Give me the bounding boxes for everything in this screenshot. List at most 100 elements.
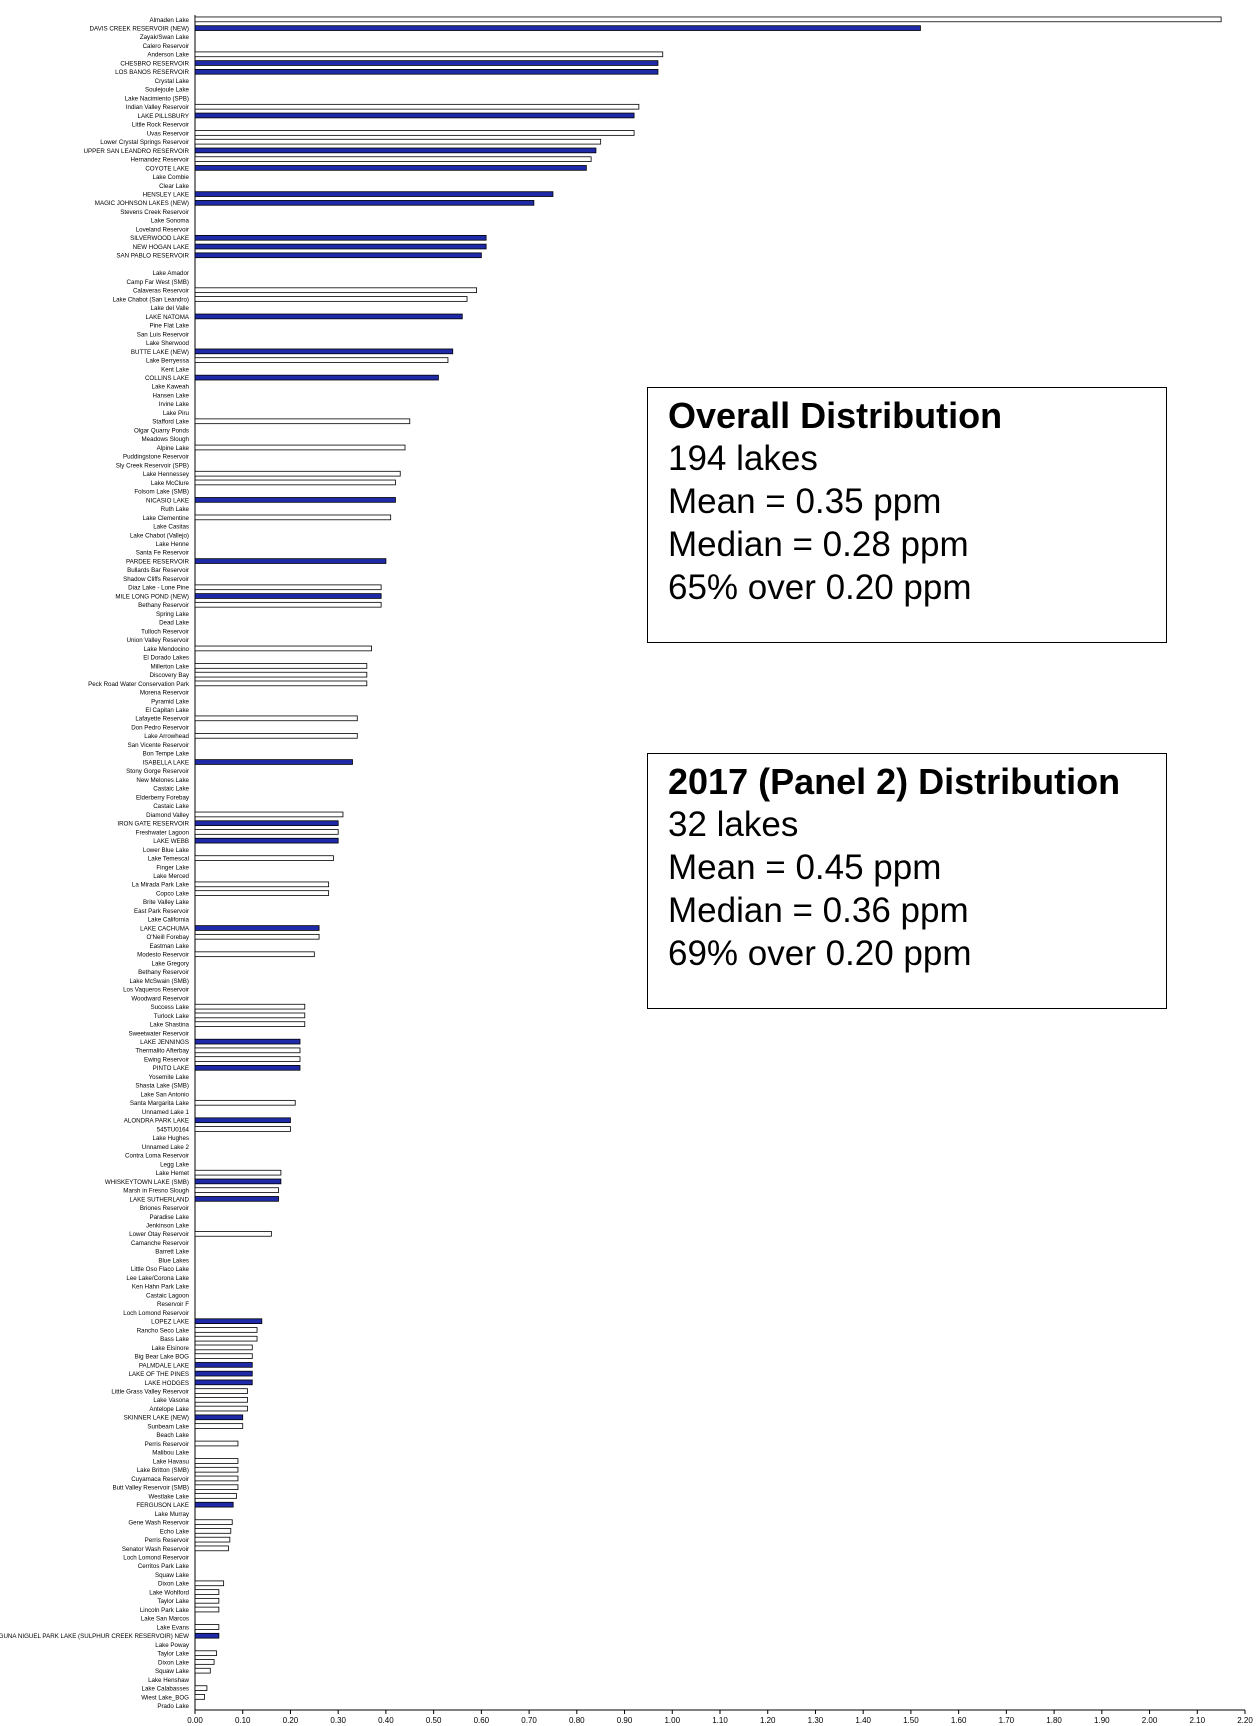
lake-bar [194, 287, 477, 294]
lake-label: Bethany Reservoir [138, 602, 189, 609]
x-tick-label: 1.30 [808, 1716, 824, 1725]
lake-label: Lake Poway [155, 1642, 190, 1649]
lake-label: Lake Amador [153, 270, 189, 277]
lake-label: Alpine Lake [157, 445, 190, 452]
lake-label: LAKE WEBB [153, 838, 189, 845]
lake-bar [194, 1493, 237, 1499]
lake-bar [194, 1545, 229, 1552]
x-tick-label: 0.00 [187, 1716, 203, 1725]
lake-label: East Park Reservoir [134, 908, 189, 915]
lake-label: LAKE HODGES [145, 1380, 189, 1387]
lake-bar [194, 1528, 232, 1534]
lake-bar [194, 855, 334, 861]
lake-label: El Dorado Lakes [143, 655, 189, 662]
lake-label: Echo Lake [160, 1528, 190, 1535]
lake-label: Lower Crystal Springs Reservoir [100, 139, 189, 146]
lake-bar [194, 1021, 306, 1027]
lake-label: Clear Lake [159, 183, 189, 190]
lake-label: Union Valley Reservoir [127, 637, 189, 644]
lake-label: Rancho Seco Lake [137, 1327, 190, 1334]
lake-label: SAN PABLO RESERVOIR [116, 253, 189, 260]
lake-label: IRON GATE RESERVOIR [117, 821, 189, 828]
lake-label: HENSLEY LAKE [143, 192, 189, 199]
lake-label: Squaw Lake [155, 1572, 190, 1579]
lake-label: Lake Arrowhead [144, 733, 189, 740]
lake-bar [194, 1667, 211, 1674]
lake-label: Sweetwater Reservoir [128, 1030, 189, 1037]
lake-label: Legg Lake [160, 1161, 189, 1168]
lake-bar [194, 1423, 244, 1429]
lake-label: O'Neill Forebay [147, 934, 190, 941]
lake-label: Stony Gorge Reservoir [126, 768, 189, 775]
lake-label: LAKE PILLSBURY [138, 113, 189, 120]
lake-label: Turlock Lake [154, 1013, 190, 1020]
lake-label: LAKE OF THE PINES [129, 1371, 189, 1378]
lake-label: Lake Mendocino [144, 646, 190, 653]
panel2-lake-bar [194, 112, 635, 119]
overall-distribution-box: Overall Distribution 194 lakes Mean = 0.… [647, 387, 1167, 643]
lake-label: Senator Wash Reservoir [122, 1546, 189, 1553]
lake-label: Spring Lake [156, 611, 190, 618]
lake-label: San Luis Reservoir [137, 331, 189, 338]
lake-label: Bon Tempe Lake [143, 751, 190, 758]
lake-label: Lake Elsinore [152, 1345, 190, 1352]
panel2-distribution-box: 2017 (Panel 2) Distribution 32 lakes Mea… [647, 753, 1167, 1009]
lake-label: Lake Hemet [156, 1170, 190, 1177]
lake-label: FERGUSON LAKE [136, 1502, 189, 1509]
lake-label: LOS BANOS RESERVOIR [115, 69, 189, 76]
lake-bar [194, 733, 358, 739]
panel2-lake-bar [194, 1370, 253, 1377]
lake-label: Camanche Reservoir [131, 1240, 189, 1247]
panel2-lake-bar [194, 313, 463, 320]
lake-bar [194, 1335, 258, 1342]
x-tick-label: 1.90 [1094, 1716, 1110, 1725]
panel2-lake-bar [194, 147, 597, 154]
lake-bar [194, 584, 382, 591]
lake-label: 545TU0164 [157, 1126, 190, 1133]
lake-label: Cerritos Park Lake [138, 1563, 190, 1570]
lake-bar [194, 881, 330, 888]
lake-bar [194, 1606, 220, 1613]
lake-label: Brite Valley Lake [143, 899, 190, 906]
lake-bar [194, 645, 372, 652]
lake-label: Lake Britton (SMB) [137, 1467, 189, 1474]
lake-label: Big Bear Lake BOG [135, 1354, 190, 1361]
lake-label: Los Vaqueros Reservoir [123, 987, 189, 994]
lake-bar [194, 514, 392, 521]
lake-label: Lake Hennessey [143, 471, 190, 478]
x-tick-label: 0.60 [474, 1716, 490, 1725]
panel2-lake-bar [194, 1379, 253, 1386]
x-tick-label: 1.20 [760, 1716, 776, 1725]
x-tick-label: 1.00 [664, 1716, 680, 1725]
lake-label: Lake San Marcos [141, 1616, 189, 1623]
lake-label: Lake Combie [153, 174, 190, 181]
lake-label: Little Rock Reservoir [132, 122, 189, 129]
lake-bar [194, 663, 368, 669]
lake-label: BUTTE LAKE (NEW) [131, 349, 189, 356]
lake-bar [194, 16, 1222, 23]
lake-label: Hernandez Reservoir [131, 157, 189, 164]
lake-label: Lake Sherwood [146, 340, 190, 347]
lake-label: Unnamed Lake 2 [142, 1144, 190, 1151]
lake-label: Modesto Reservoir [137, 952, 189, 959]
lake-label: Irvine Lake [159, 401, 190, 408]
x-tick-label: 0.50 [426, 1716, 442, 1725]
panel2-lake-bar [194, 191, 554, 197]
lake-bar [194, 1519, 233, 1525]
lake-bar [194, 1231, 272, 1237]
panel2-lake-bar [194, 68, 659, 75]
lake-bar [194, 1047, 301, 1054]
lake-bar [194, 1484, 239, 1491]
lake-bar [194, 357, 449, 363]
x-tick-label: 1.80 [1046, 1716, 1062, 1725]
lake-label: Lake Clementine [143, 515, 190, 522]
lake-label: Don Pedro Reservoir [131, 724, 189, 731]
panel2-lake-bar [194, 497, 396, 503]
lake-label: San Vicente Reservoir [128, 742, 189, 749]
lake-bar [194, 103, 640, 110]
overall-lake-count: 194 lakes [668, 439, 818, 478]
lake-label: Hansen Lake [153, 392, 190, 399]
x-tick-label: 0.20 [283, 1716, 299, 1725]
lake-label: Sunbeam Lake [147, 1423, 189, 1430]
